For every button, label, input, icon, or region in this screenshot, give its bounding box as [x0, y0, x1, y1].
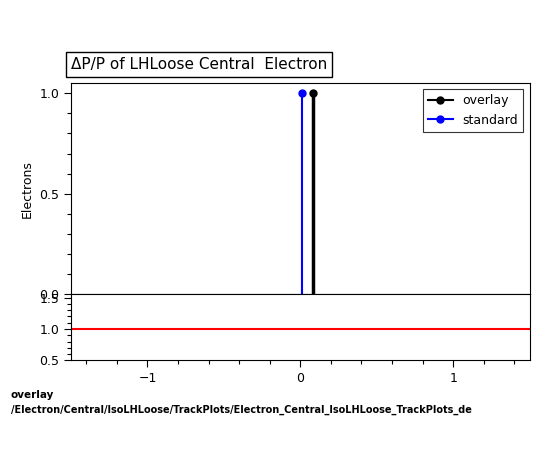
Text: /Electron/Central/IsoLHLoose/TrackPlots/Electron_Central_IsoLHLoose_TrackPlots_d: /Electron/Central/IsoLHLoose/TrackPlots/…: [11, 404, 472, 414]
Y-axis label: Electrons: Electrons: [21, 160, 34, 218]
Text: ΔP/P of LHLoose Central  Electron: ΔP/P of LHLoose Central Electron: [71, 57, 327, 72]
Text: overlay: overlay: [11, 390, 54, 401]
Legend: overlay, standard: overlay, standard: [423, 90, 524, 132]
